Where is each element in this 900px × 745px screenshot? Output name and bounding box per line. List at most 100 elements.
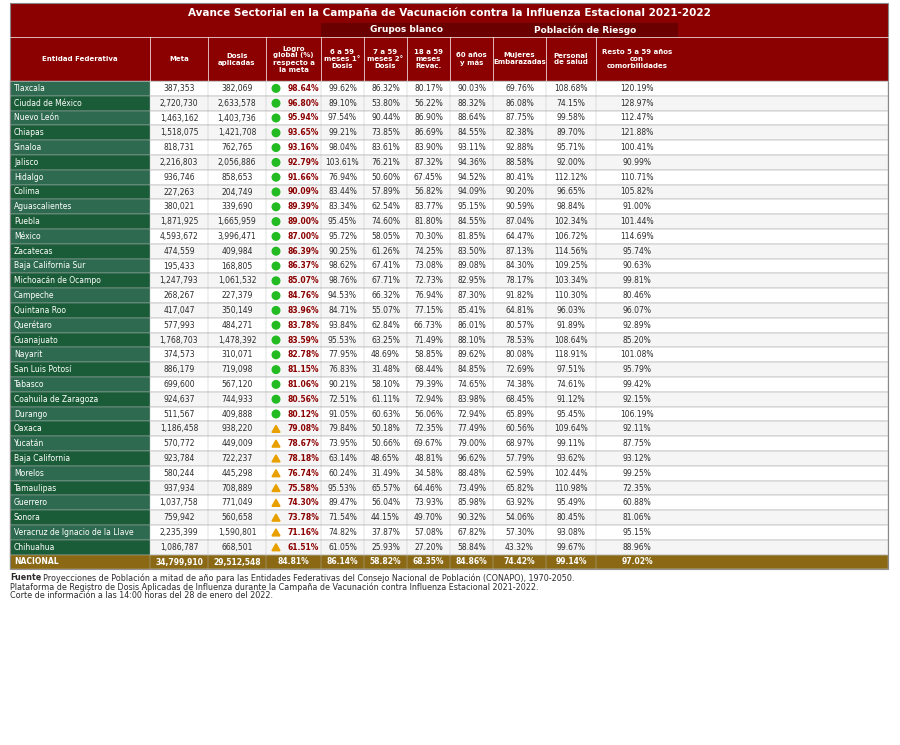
Text: 61.11%: 61.11% (371, 395, 400, 404)
Text: 445,298: 445,298 (221, 469, 253, 478)
Text: 409,984: 409,984 (221, 247, 253, 256)
Text: 79.84%: 79.84% (328, 425, 357, 434)
Text: 577,993: 577,993 (163, 320, 194, 330)
Text: 449,009: 449,009 (221, 439, 253, 448)
Text: 350,149: 350,149 (221, 306, 253, 315)
Text: 84.71%: 84.71% (328, 306, 357, 315)
Text: 128.97%: 128.97% (620, 98, 653, 108)
Text: Veracruz de Ignacio de la Llave: Veracruz de Ignacio de la Llave (14, 528, 133, 537)
Text: : Proyecciones de Población a mitad de año para las Entidades Federativas del Co: : Proyecciones de Población a mitad de a… (38, 574, 574, 583)
Text: 58.84%: 58.84% (457, 542, 486, 552)
Text: 54.06%: 54.06% (505, 513, 534, 522)
Text: 1,403,736: 1,403,736 (218, 113, 256, 122)
Text: 58.85%: 58.85% (414, 350, 443, 359)
Text: 937,934: 937,934 (163, 484, 194, 492)
Text: Mujeres
Embarazadas: Mujeres Embarazadas (493, 52, 546, 66)
Text: 69.76%: 69.76% (505, 84, 534, 93)
Text: 74.30%: 74.30% (287, 498, 319, 507)
Text: Coahuila de Zaragoza: Coahuila de Zaragoza (14, 395, 98, 404)
Text: 90.21%: 90.21% (328, 380, 357, 389)
Text: 48.65%: 48.65% (371, 454, 400, 463)
Circle shape (272, 99, 280, 107)
Text: 84.30%: 84.30% (505, 261, 534, 270)
Bar (10, 273, 888, 288)
Bar (10, 377, 888, 392)
Text: 1,590,801: 1,590,801 (218, 528, 256, 537)
Text: 93.65%: 93.65% (288, 128, 319, 137)
Text: 6 a 59
meses 1°
Dosis: 6 a 59 meses 1° Dosis (324, 49, 361, 69)
Text: 34.58%: 34.58% (414, 469, 443, 478)
Text: 84.81%: 84.81% (277, 557, 310, 566)
Text: 88.96%: 88.96% (623, 542, 652, 552)
Text: Puebla: Puebla (14, 217, 40, 226)
Text: 79.08%: 79.08% (287, 425, 319, 434)
Text: 74.25%: 74.25% (414, 247, 443, 256)
Text: 484,271: 484,271 (221, 320, 253, 330)
Text: 80.08%: 80.08% (505, 350, 534, 359)
Text: 1,518,075: 1,518,075 (160, 128, 198, 137)
Bar (10, 437, 150, 451)
Text: 924,637: 924,637 (163, 395, 194, 404)
Bar (10, 229, 888, 244)
Text: 81.06%: 81.06% (287, 380, 319, 389)
Text: 64.46%: 64.46% (414, 484, 443, 492)
Text: 474,559: 474,559 (163, 247, 194, 256)
Bar (10, 318, 888, 332)
Text: 82.38%: 82.38% (505, 128, 534, 137)
Text: 25.93%: 25.93% (371, 542, 400, 552)
Bar (10, 96, 888, 110)
Text: Guerrero: Guerrero (14, 498, 48, 507)
Text: Hidalgo: Hidalgo (14, 173, 43, 182)
Bar (10, 3, 888, 23)
Circle shape (272, 159, 280, 166)
Text: 112.12%: 112.12% (554, 173, 588, 182)
Bar (10, 244, 888, 259)
Text: 64.81%: 64.81% (505, 306, 534, 315)
Text: 83.90%: 83.90% (414, 143, 443, 152)
Text: Sonora: Sonora (14, 513, 40, 522)
Text: 923,784: 923,784 (163, 454, 194, 463)
Bar (10, 481, 888, 495)
Text: 71.54%: 71.54% (328, 513, 357, 522)
Text: 68.44%: 68.44% (414, 365, 443, 374)
Text: Sinaloa: Sinaloa (14, 143, 42, 152)
Bar (10, 510, 150, 525)
Text: 95.15%: 95.15% (457, 203, 486, 212)
Text: 72.94%: 72.94% (457, 410, 486, 419)
Text: 63.14%: 63.14% (328, 454, 357, 463)
Text: 73.49%: 73.49% (457, 484, 486, 492)
Text: 60.63%: 60.63% (371, 410, 400, 419)
Text: 85.20%: 85.20% (623, 335, 652, 344)
Bar (10, 510, 888, 525)
Text: 121.88%: 121.88% (620, 128, 653, 137)
Bar (10, 347, 150, 362)
Text: 97.51%: 97.51% (556, 365, 585, 374)
Text: 374,573: 374,573 (163, 350, 194, 359)
Text: 79.39%: 79.39% (414, 380, 443, 389)
Text: Durango: Durango (14, 410, 47, 419)
Text: 268,267: 268,267 (164, 291, 194, 300)
Text: 86.08%: 86.08% (505, 98, 534, 108)
Text: 93.84%: 93.84% (328, 320, 357, 330)
Text: 96.62%: 96.62% (457, 454, 486, 463)
Text: 78.53%: 78.53% (505, 335, 534, 344)
Text: 83.98%: 83.98% (457, 395, 486, 404)
Text: 92.89%: 92.89% (623, 320, 652, 330)
Text: 100.41%: 100.41% (620, 143, 653, 152)
Text: 66.73%: 66.73% (414, 320, 443, 330)
Text: 78.67%: 78.67% (287, 439, 319, 448)
Text: Baja California Sur: Baja California Sur (14, 261, 86, 270)
Text: 580,244: 580,244 (163, 469, 194, 478)
Text: 88.64%: 88.64% (457, 113, 486, 122)
Text: 95.74%: 95.74% (623, 247, 652, 256)
Text: 1,086,787: 1,086,787 (160, 542, 198, 552)
Circle shape (272, 114, 280, 121)
Circle shape (272, 247, 280, 255)
Text: 67.82%: 67.82% (457, 528, 486, 537)
Text: 818,731: 818,731 (164, 143, 194, 152)
Bar (493, 23, 678, 37)
Text: 76.21%: 76.21% (371, 158, 400, 167)
Text: Oaxaca: Oaxaca (14, 425, 43, 434)
Bar (10, 96, 150, 110)
Text: 88.32%: 88.32% (457, 98, 486, 108)
